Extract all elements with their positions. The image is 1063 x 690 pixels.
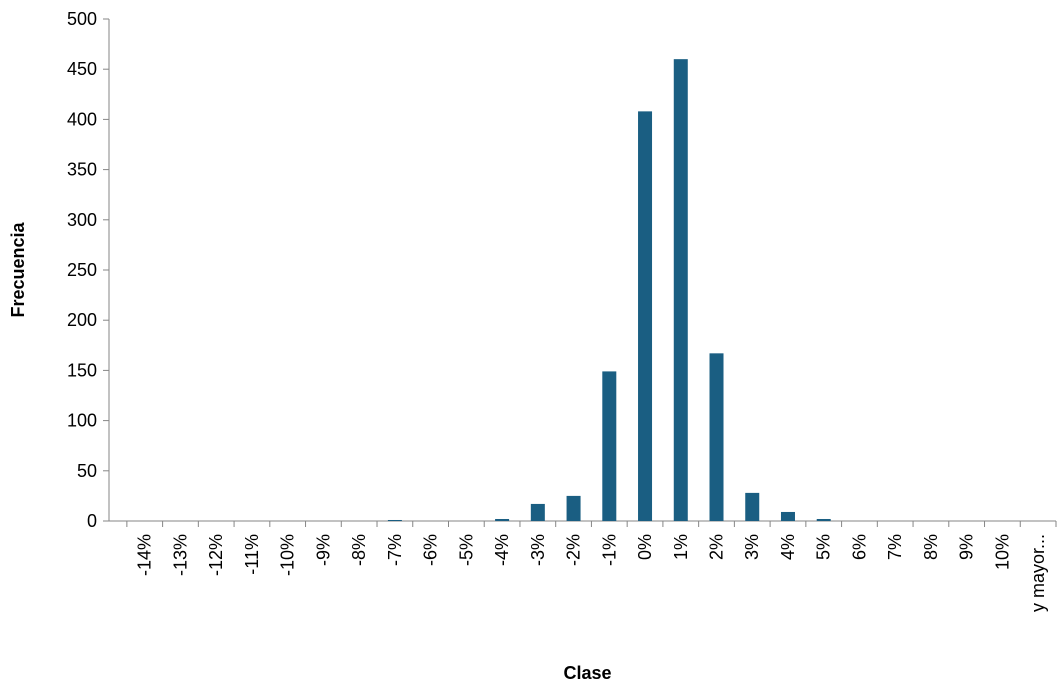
x-tick-label: -10% bbox=[278, 534, 298, 576]
bar bbox=[638, 111, 653, 522]
x-tick-label: -4% bbox=[492, 534, 512, 566]
x-tick-label: -6% bbox=[421, 534, 441, 566]
x-tick-label: -5% bbox=[456, 534, 476, 566]
y-tick-label: 0 bbox=[87, 511, 97, 531]
y-tick-label: 100 bbox=[67, 411, 97, 431]
x-axis-title: Clase bbox=[563, 663, 611, 683]
y-tick-labels: 0 50 100 150 200 250 300 350 400 450 500 bbox=[67, 9, 97, 531]
x-tick-label: 1% bbox=[671, 534, 691, 560]
x-tick-label: -3% bbox=[528, 534, 548, 566]
x-tick-label: 8% bbox=[921, 534, 941, 560]
x-tick-label: -12% bbox=[206, 534, 226, 576]
x-tick-label: 5% bbox=[814, 534, 834, 560]
y-tick-label: 400 bbox=[67, 109, 97, 129]
y-tick-label: 200 bbox=[67, 310, 97, 330]
x-tick-label: 4% bbox=[778, 534, 798, 560]
y-tick-label: 450 bbox=[67, 59, 97, 79]
y-tick-label: 50 bbox=[77, 461, 97, 481]
x-tick-label: 9% bbox=[957, 534, 977, 560]
y-tick-label: 250 bbox=[67, 260, 97, 280]
bar bbox=[673, 59, 688, 521]
x-tick-label: -9% bbox=[313, 534, 333, 566]
x-tick-label: 10% bbox=[992, 534, 1012, 570]
x-tick-label: -14% bbox=[135, 534, 155, 576]
x-tick-label: -8% bbox=[349, 534, 369, 566]
y-tick-label: 350 bbox=[67, 160, 97, 180]
x-tick-label: y mayor... bbox=[1028, 534, 1048, 612]
y-tick-label: 500 bbox=[67, 9, 97, 29]
x-tick-label: 7% bbox=[885, 534, 905, 560]
x-tick-label: -11% bbox=[242, 534, 262, 575]
y-axis-title: Frecuencia bbox=[8, 221, 28, 317]
bar bbox=[816, 518, 831, 521]
x-tick-label: 6% bbox=[849, 534, 869, 560]
x-tick-label: 2% bbox=[707, 534, 727, 560]
x-tick-label: -7% bbox=[385, 534, 405, 566]
bar bbox=[745, 492, 760, 521]
x-tick-labels: -14% -13% -12% -11% -10% -9% -8% -7% -6% -5% -4% -3… bbox=[135, 534, 1048, 612]
x-tick-label: 0% bbox=[635, 534, 655, 560]
y-tick-label: 150 bbox=[67, 360, 97, 380]
bar bbox=[780, 511, 795, 521]
x-tick-label: -1% bbox=[599, 534, 619, 566]
x-tick-label: -13% bbox=[170, 534, 190, 576]
bar bbox=[387, 519, 402, 521]
x-tick-label: -2% bbox=[564, 534, 584, 566]
y-tick-label: 300 bbox=[67, 210, 97, 230]
bar bbox=[709, 353, 724, 521]
bar bbox=[602, 371, 617, 521]
bar bbox=[566, 495, 581, 521]
bar bbox=[495, 518, 510, 521]
x-tick-label: 3% bbox=[742, 534, 762, 560]
bar bbox=[530, 503, 545, 521]
chart-bars bbox=[387, 59, 831, 522]
chart-axes bbox=[103, 18, 1057, 527]
